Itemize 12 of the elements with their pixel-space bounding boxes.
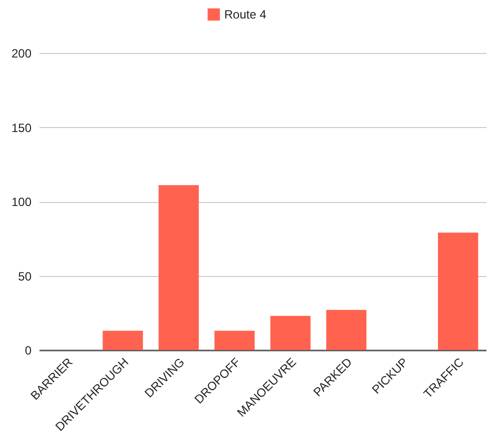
y-tick-label: 50 [18,269,32,284]
bar [158,185,199,350]
y-tick-label: 100 [11,195,32,209]
bar [326,310,366,350]
bar [102,330,143,350]
bar [438,232,478,350]
y-tick-label: 0 [24,344,32,358]
bar [270,316,311,350]
bar [214,330,255,350]
legend-label: Route 4 [224,8,267,22]
y-tick-label: 200 [11,46,32,60]
y-tick-label: 150 [11,120,32,135]
